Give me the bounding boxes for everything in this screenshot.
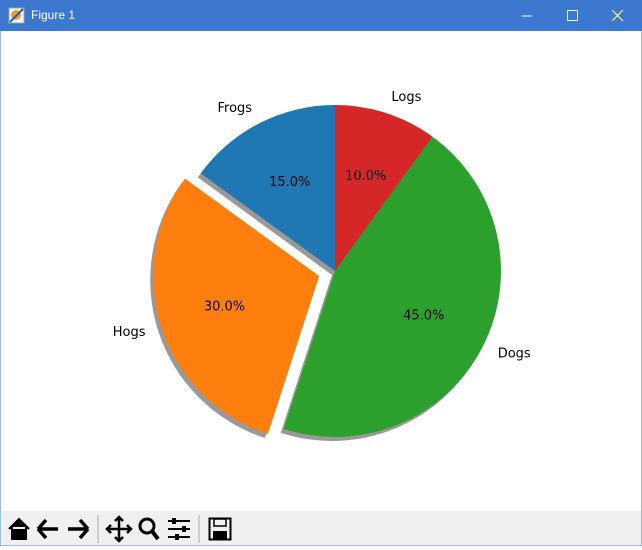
pan-button[interactable] xyxy=(105,515,133,543)
maximize-button[interactable] xyxy=(567,10,578,21)
percent-label: 30.0% xyxy=(204,299,245,314)
toolbar xyxy=(1,511,641,545)
wedge-label: Logs xyxy=(391,90,421,105)
home-button[interactable] xyxy=(6,516,32,542)
wedge-label: Frogs xyxy=(218,101,253,116)
configure-button[interactable] xyxy=(168,518,190,540)
wedge xyxy=(153,178,320,435)
wedge-label: Dogs xyxy=(498,346,531,361)
percent-label: 45.0% xyxy=(403,309,444,324)
plot-area: Frogs 15.0% Hogs 30.0% Dogs 45.0% Logs 10.0% xyxy=(113,90,531,441)
save-button[interactable] xyxy=(208,517,232,541)
zoom-button[interactable] xyxy=(138,517,160,541)
window-title: Figure 1 xyxy=(31,8,75,22)
close-button[interactable] xyxy=(611,9,624,22)
percent-label: 10.0% xyxy=(345,169,386,184)
title-bar xyxy=(0,0,642,31)
app-icon xyxy=(8,7,25,24)
wedge-label: Hogs xyxy=(113,325,146,340)
back-button[interactable] xyxy=(36,518,58,540)
percent-label: 15.0% xyxy=(269,175,310,190)
forward-button[interactable] xyxy=(68,518,90,540)
wedge xyxy=(335,105,433,271)
wedge xyxy=(283,136,501,437)
wedge xyxy=(200,105,335,271)
